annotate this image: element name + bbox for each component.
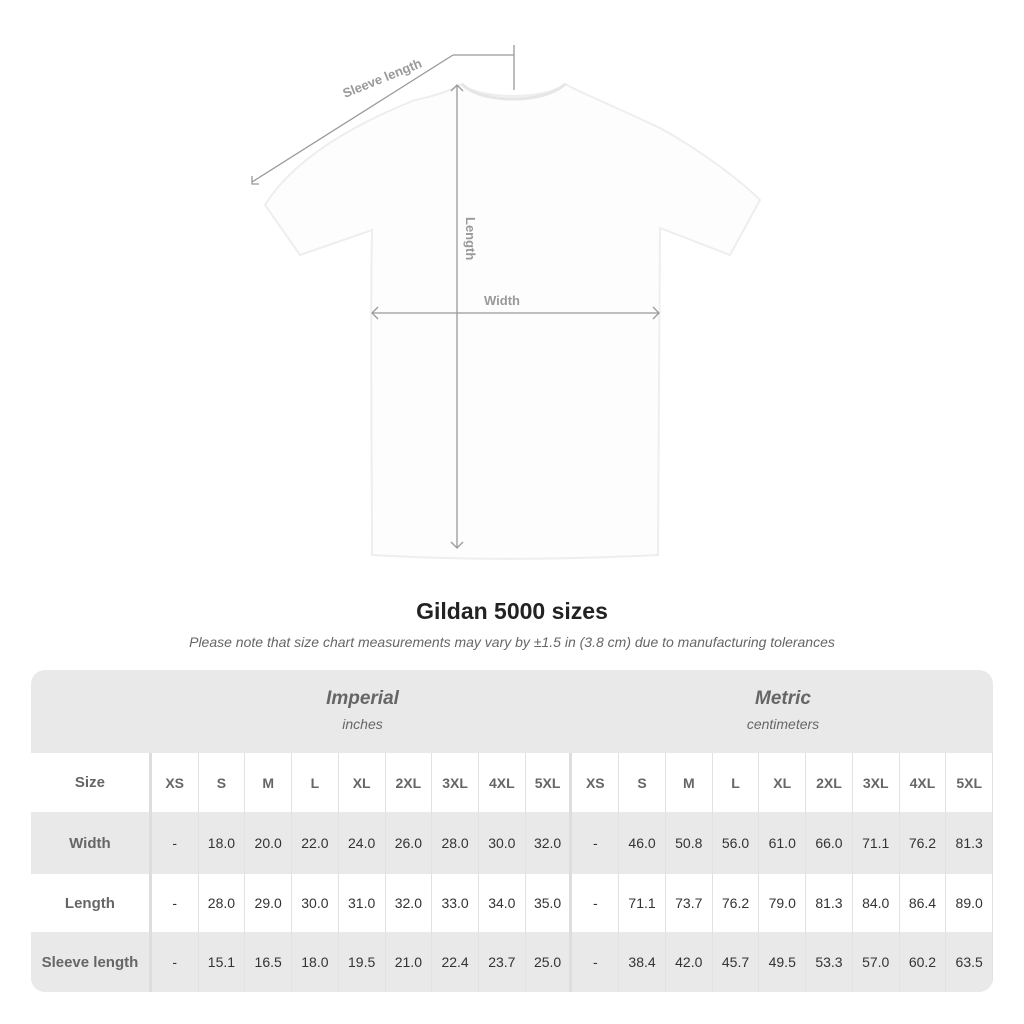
value-cell: 30.0: [479, 812, 526, 874]
metric-unit: centimeters: [746, 716, 820, 732]
value-cell: 63.5: [946, 932, 993, 992]
size-header-cell: M: [666, 753, 713, 812]
value-cell: 31.0: [339, 874, 386, 932]
value-cell: 61.0: [759, 812, 807, 874]
value-cell: 28.0: [199, 874, 246, 932]
value-cell: 46.0: [619, 812, 666, 874]
value-cell: 28.0: [432, 812, 479, 874]
size-header-cell: 4XL: [900, 753, 947, 812]
size-header-cell: 3XL: [432, 753, 479, 812]
row-label: Sleeve length: [31, 932, 152, 992]
chart-title: Gildan 5000 sizes: [416, 598, 608, 624]
value-cell: 19.5: [339, 932, 386, 992]
value-cell: 29.0: [245, 874, 293, 932]
width-label: Width: [484, 293, 520, 308]
size-header-cell: 5XL: [946, 753, 993, 812]
value-cell: -: [152, 932, 199, 992]
value-cell: 42.0: [666, 932, 713, 992]
value-cell: 32.0: [526, 812, 573, 874]
value-cell: -: [152, 874, 199, 932]
table-row-length: Length -28.0 29.0 30.0 31.0 32.0 33.0 34.0 35.0-…: [31, 874, 993, 932]
value-cell: 71.1: [619, 874, 666, 932]
value-cell: 81.3: [806, 874, 853, 932]
value-cell: 15.1: [199, 932, 246, 992]
size-header-cell: 4XL: [479, 753, 526, 812]
value-cell: 49.5: [759, 932, 807, 992]
metric-group: Metric centimeters: [573, 670, 993, 753]
value-cell: 32.0: [386, 874, 433, 932]
table-row-width: Width -18.0 20.0 22.0 24.0 26.0 28.0 30.0 32.0-4…: [31, 812, 993, 874]
value-cell: 18.0: [292, 932, 339, 992]
value-cell: 30.0: [292, 874, 339, 932]
size-header-cell: XS: [152, 753, 199, 812]
value-cell: -: [152, 812, 199, 874]
value-cell: 60.2: [900, 932, 947, 992]
value-cell: 16.5: [245, 932, 293, 992]
value-cell: 26.0: [386, 812, 433, 874]
value-cell: 84.0: [853, 874, 900, 932]
imperial-unit: inches: [342, 716, 383, 732]
size-header-cell: S: [199, 753, 246, 812]
value-cell: 24.0: [339, 812, 386, 874]
value-cell: 22.4: [432, 932, 479, 992]
size-header-cell: 2XL: [386, 753, 433, 812]
value-cell: 21.0: [386, 932, 433, 992]
value-cell: 76.2: [713, 874, 760, 932]
value-cell: 73.7: [666, 874, 713, 932]
tshirt-diagram: Sleeve length Length Width: [251, 45, 762, 560]
value-cell: 79.0: [759, 874, 807, 932]
value-cell: 66.0: [806, 812, 853, 874]
value-cell: 89.0: [946, 874, 993, 932]
value-cell: 38.4: [619, 932, 666, 992]
sleeve-length-label: Sleeve length: [341, 55, 424, 100]
table-row-sleeve-length: Sleeve length -15.1 16.5 18.0 19.5 21.0 22.4 23…: [31, 932, 993, 992]
size-header-cell: M: [245, 753, 293, 812]
row-label: Length: [31, 874, 152, 932]
tshirt-shape: [263, 82, 762, 560]
value-cell: 22.0: [292, 812, 339, 874]
size-header-cell: L: [292, 753, 339, 812]
size-header-cell: 2XL: [806, 753, 853, 812]
length-label: Length: [463, 217, 478, 260]
value-cell: 57.0: [853, 932, 900, 992]
value-cell: 25.0: [526, 932, 573, 992]
tolerance-note: Please note that size chart measurements…: [189, 634, 835, 650]
value-cell: 81.3: [946, 812, 993, 874]
size-header-cell: L: [713, 753, 760, 812]
size-table: Imperial inches Metric centimeters Size X…: [31, 670, 993, 992]
size-header-cell: XL: [759, 753, 807, 812]
value-cell: 34.0: [479, 874, 526, 932]
imperial-group: Imperial inches: [152, 670, 573, 753]
metric-title: Metric: [755, 688, 811, 709]
size-header-cell: S: [619, 753, 666, 812]
value-cell: 45.7: [713, 932, 760, 992]
value-cell: -: [572, 932, 620, 992]
size-header-cell: XS: [572, 753, 620, 812]
value-cell: 18.0: [199, 812, 246, 874]
value-cell: 86.4: [900, 874, 947, 932]
value-cell: -: [572, 874, 620, 932]
row-label: Width: [31, 812, 152, 874]
value-cell: 76.2: [900, 812, 947, 874]
value-cell: 53.3: [806, 932, 853, 992]
value-cell: 71.1: [853, 812, 900, 874]
value-cell: -: [572, 812, 620, 874]
size-header-cell: 3XL: [853, 753, 900, 812]
value-cell: 23.7: [479, 932, 526, 992]
size-header-cell: 5XL: [526, 753, 573, 812]
row-label: Size: [31, 753, 152, 812]
value-cell: 35.0: [526, 874, 573, 932]
imperial-title: Imperial: [326, 688, 399, 709]
value-cell: 56.0: [713, 812, 760, 874]
size-header-cell: XL: [339, 753, 386, 812]
value-cell: 20.0: [245, 812, 293, 874]
header-row: Size XS S M L XL 2XL 3XL 4XL 5XL XS S M L XL 2XL 3XL 4XL 5…: [31, 753, 993, 812]
value-cell: 33.0: [432, 874, 479, 932]
value-cell: 50.8: [666, 812, 713, 874]
